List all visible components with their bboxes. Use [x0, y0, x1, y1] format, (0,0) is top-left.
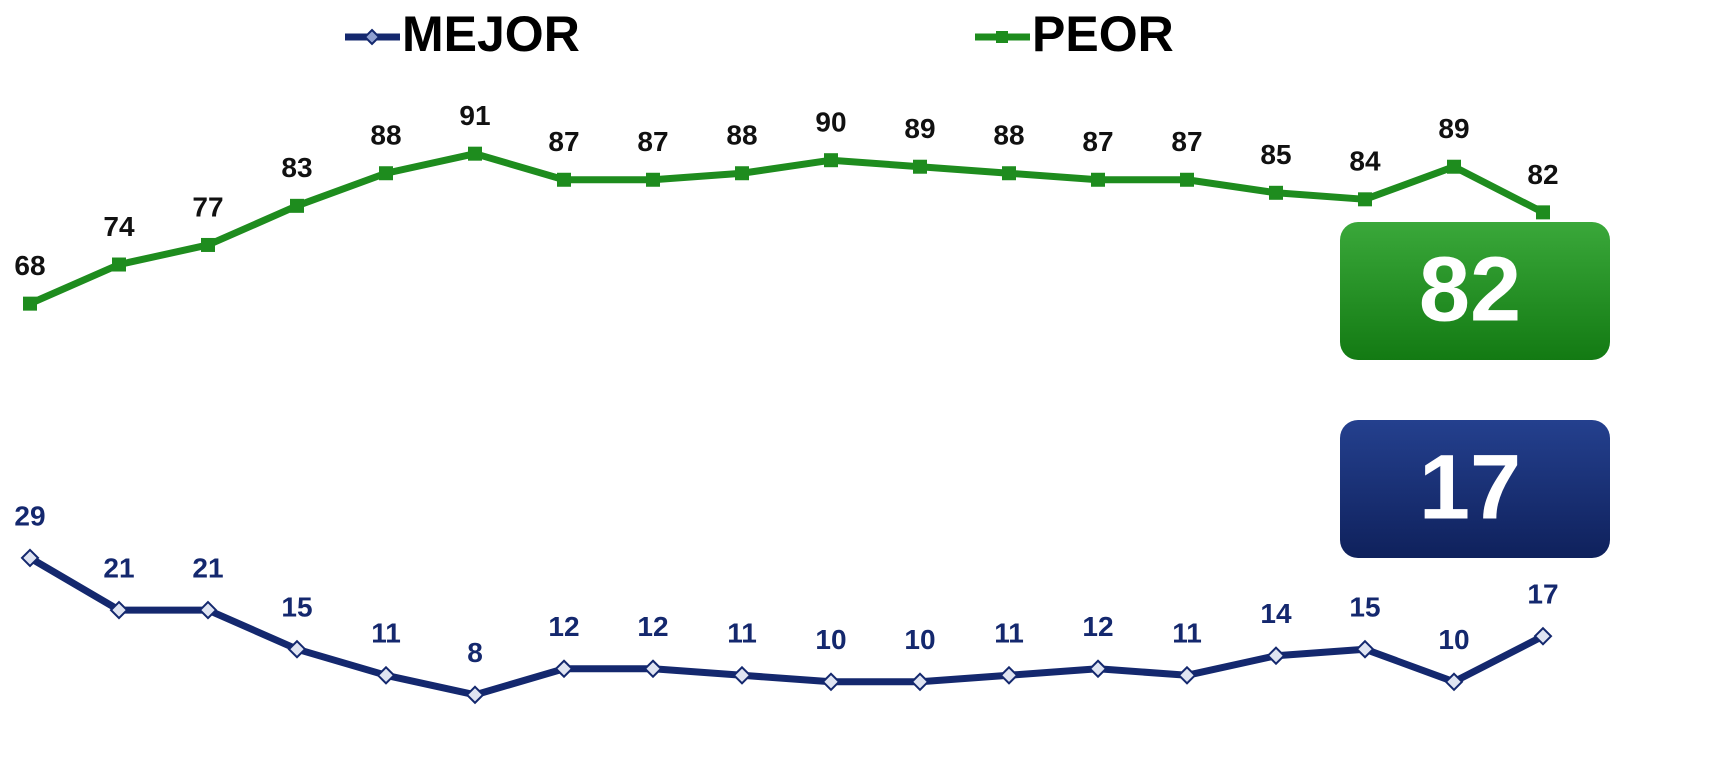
point [112, 257, 126, 272]
data-label: 12 [1082, 611, 1113, 642]
point [23, 296, 37, 311]
point [1180, 172, 1194, 187]
point [376, 665, 396, 685]
data-label: 87 [637, 126, 668, 157]
data-label: 11 [1172, 618, 1202, 649]
data-label: 17 [1527, 579, 1558, 610]
point [1177, 665, 1197, 685]
data-label: 91 [459, 100, 490, 131]
point [1358, 192, 1372, 207]
point [913, 159, 927, 174]
data-label: 11 [727, 618, 757, 649]
point [109, 600, 129, 620]
legend-marker [363, 28, 381, 46]
point [557, 172, 571, 187]
legend-label: MEJOR [402, 6, 580, 62]
point [554, 659, 574, 679]
point [1533, 626, 1553, 646]
point [643, 659, 663, 679]
point [1355, 639, 1375, 659]
point [198, 600, 218, 620]
data-label: 83 [281, 152, 312, 183]
point [290, 198, 304, 213]
callout-box [1340, 222, 1610, 360]
data-label: 29 [14, 500, 45, 531]
data-label: 10 [815, 624, 846, 655]
data-label: 77 [192, 191, 223, 222]
data-label: 10 [1438, 624, 1469, 655]
series-line [28, 150, 1545, 307]
data-label: 10 [904, 624, 935, 655]
data-label: 82 [1527, 159, 1558, 190]
legend-marker [996, 31, 1008, 43]
point [201, 237, 215, 252]
callout-value: 17 [1419, 436, 1521, 538]
data-label: 12 [637, 611, 668, 642]
data-label: 21 [192, 552, 223, 583]
point [379, 166, 393, 181]
data-label: 74 [103, 211, 135, 242]
data-label: 85 [1260, 139, 1291, 170]
data-label: 11 [994, 618, 1024, 649]
data-label: 15 [281, 592, 312, 623]
data-label: 88 [370, 120, 401, 151]
point [1091, 172, 1105, 187]
data-label: 89 [904, 113, 935, 144]
series-line [28, 554, 1545, 699]
point [1536, 205, 1550, 220]
point [735, 166, 749, 181]
callout-box [1340, 420, 1610, 558]
data-label: 87 [1082, 126, 1113, 157]
point [646, 172, 660, 187]
point [1002, 166, 1016, 181]
point [732, 665, 752, 685]
point [20, 548, 40, 568]
data-label: 89 [1438, 113, 1469, 144]
data-label: 11 [371, 618, 401, 649]
data-label: 87 [1171, 126, 1202, 157]
point [1266, 646, 1286, 666]
point [910, 672, 930, 692]
data-label: 15 [1349, 592, 1380, 623]
point [468, 146, 482, 161]
data-label: 12 [548, 611, 579, 642]
point [1444, 672, 1464, 692]
data-label: 68 [14, 250, 45, 281]
data-label: 14 [1260, 598, 1292, 629]
point [1447, 159, 1461, 174]
callout-value: 82 [1419, 238, 1521, 340]
point [465, 685, 485, 705]
data-label: 8 [467, 637, 483, 668]
point [824, 153, 838, 168]
point [1269, 185, 1283, 200]
data-label: 87 [548, 126, 579, 157]
data-label: 88 [993, 120, 1024, 151]
data-label: 84 [1349, 146, 1381, 177]
point [821, 672, 841, 692]
data-label: 90 [815, 107, 846, 138]
data-label: 88 [726, 120, 757, 151]
legend-label: PEOR [1032, 6, 1174, 62]
point [1088, 659, 1108, 679]
point [999, 665, 1019, 685]
data-label: 21 [103, 552, 134, 583]
point [287, 639, 307, 659]
